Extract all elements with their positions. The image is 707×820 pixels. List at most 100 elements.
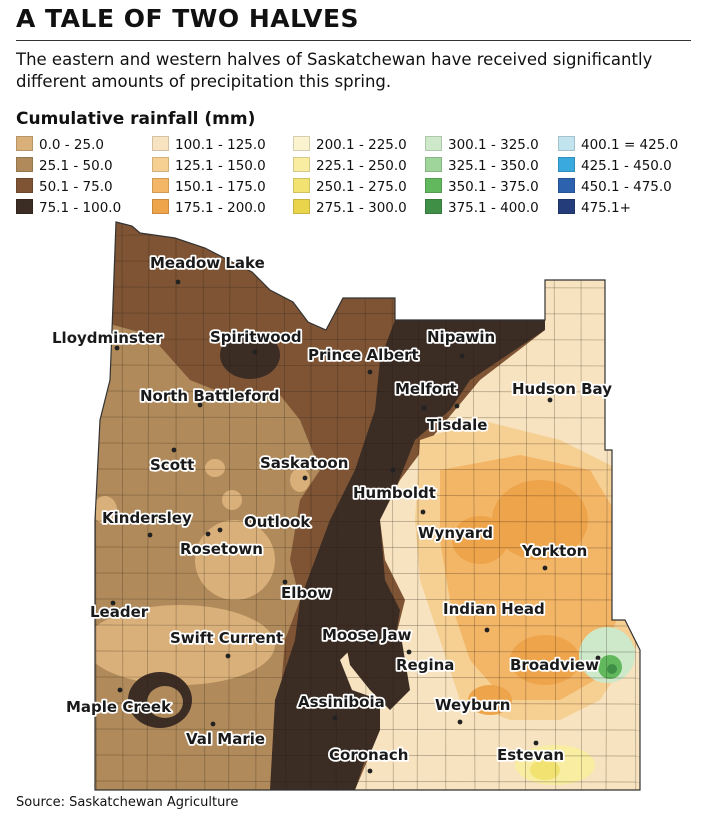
subtitle: The eastern and western halves of Saskat… [16, 50, 653, 91]
city-dot [147, 532, 153, 538]
legend-swatch [558, 199, 575, 214]
grid-line [95, 442, 640, 445]
city-dot [459, 353, 465, 359]
grid-line [228, 222, 231, 790]
legend-swatch [293, 178, 310, 193]
grid-line [283, 222, 287, 790]
grid-line [391, 222, 394, 790]
city-dot [332, 715, 338, 721]
province-outline [94, 221, 641, 791]
legend-label: 175.1 - 200.0 [175, 200, 266, 216]
legend-label: 275.1 - 300.0 [316, 200, 407, 216]
zone-0-25-a [95, 605, 275, 685]
city-dot [282, 579, 288, 585]
legend-item: 450.1 - 475.0 [558, 178, 672, 196]
city-dot [454, 403, 460, 409]
legend-item: 475.1+ [558, 199, 631, 217]
city-dot [421, 405, 427, 411]
legend-item: 100.1 - 125.0 [152, 136, 266, 154]
grid-line [95, 650, 640, 653]
zone-0-25-b [195, 520, 275, 600]
legend-swatch [558, 136, 575, 151]
legend-title: Cumulative rainfall (mm) [16, 109, 256, 129]
legend-label: 50.1 - 75.0 [39, 179, 113, 195]
grid-line [95, 754, 640, 757]
city-dot [117, 687, 123, 693]
zone-375-400 [607, 664, 617, 674]
city-label: Hudson Bay [512, 380, 612, 398]
legend-item: 275.1 - 300.0 [293, 199, 407, 217]
legend-swatch [425, 178, 442, 193]
city-dot [533, 740, 539, 746]
grid-line [95, 364, 640, 367]
legend-item: 200.1 - 225.0 [293, 136, 407, 154]
city-label: Indian Head [443, 600, 545, 618]
legend-swatch [425, 199, 442, 214]
city-dot [175, 279, 181, 285]
legend-item: 0.0 - 25.0 [16, 136, 104, 154]
city-dot [542, 565, 548, 571]
city-dot [595, 655, 601, 661]
legend-item: 175.1 - 200.0 [152, 199, 266, 217]
zone-250-275 [530, 760, 560, 780]
city-label: Moose Jaw [322, 626, 412, 644]
grid-line [146, 222, 150, 790]
city-label: Rosetown [180, 540, 263, 558]
city-dot [457, 719, 463, 725]
grid-line [335, 222, 339, 790]
legend-swatch [425, 157, 442, 172]
city-label: Tisdale [427, 416, 487, 434]
city-labels: Meadow Lake Lloydminster Spiritwood Prince … [50, 252, 614, 774]
title-divider [16, 40, 691, 41]
page-title: A TALE OF TWO HALVES [16, 4, 360, 33]
legend-swatch [16, 178, 33, 193]
grid-line [95, 728, 640, 731]
legend-swatch [152, 178, 169, 193]
city-label: Humboldt [353, 484, 436, 502]
zone-175-200-c [510, 635, 580, 685]
city-dot [171, 447, 177, 453]
city-dot [252, 349, 258, 355]
city-dot [369, 639, 375, 645]
legend-swatch [16, 199, 33, 214]
zone-75-100-band [270, 320, 545, 790]
city-dot [420, 509, 426, 515]
legend-item: 375.1 - 400.0 [425, 199, 539, 217]
legend-label: 125.1 - 150.0 [175, 158, 266, 174]
city-label: Nipawin [427, 328, 495, 346]
city-label: Yorkton [521, 542, 587, 560]
city-dot [302, 475, 308, 481]
city-dot [547, 397, 553, 403]
source-credit: Source: Saskatchewan Agriculture [16, 795, 239, 810]
city-label: Melfort [395, 380, 457, 398]
grid-line [255, 222, 258, 790]
zone-75-100-moosejaw [345, 630, 410, 710]
zone-75-100-spiritwood [220, 331, 280, 379]
city-dot [210, 721, 216, 727]
legend-swatch [425, 136, 442, 151]
grid-line [95, 494, 640, 497]
legend-item: 225.1 - 250.0 [293, 157, 407, 175]
city-label: Lloydminster [52, 329, 163, 347]
city-label: Outlook [244, 513, 311, 531]
grid-line [202, 222, 206, 790]
city-label: Spiritwood [210, 328, 302, 346]
city-label: Scott [150, 456, 194, 474]
legend-label: 375.1 - 400.0 [448, 200, 539, 216]
legend-swatch [293, 199, 310, 214]
city-label: North Battleford [140, 387, 280, 405]
zone-175-200-a [492, 480, 588, 560]
grid-line [95, 780, 640, 783]
city-label: Elbow [281, 584, 331, 602]
city-label: Assiniboia [298, 693, 385, 711]
legend-label: 300.1 - 325.0 [448, 137, 539, 153]
grid-line [95, 572, 640, 575]
city-label: Coronach [329, 746, 408, 764]
legend-item: 425.1 - 450.0 [558, 157, 672, 175]
grid-line [95, 468, 640, 471]
zone-0-25-f [290, 468, 310, 492]
grid-line [95, 312, 640, 315]
grid-line [95, 624, 640, 627]
